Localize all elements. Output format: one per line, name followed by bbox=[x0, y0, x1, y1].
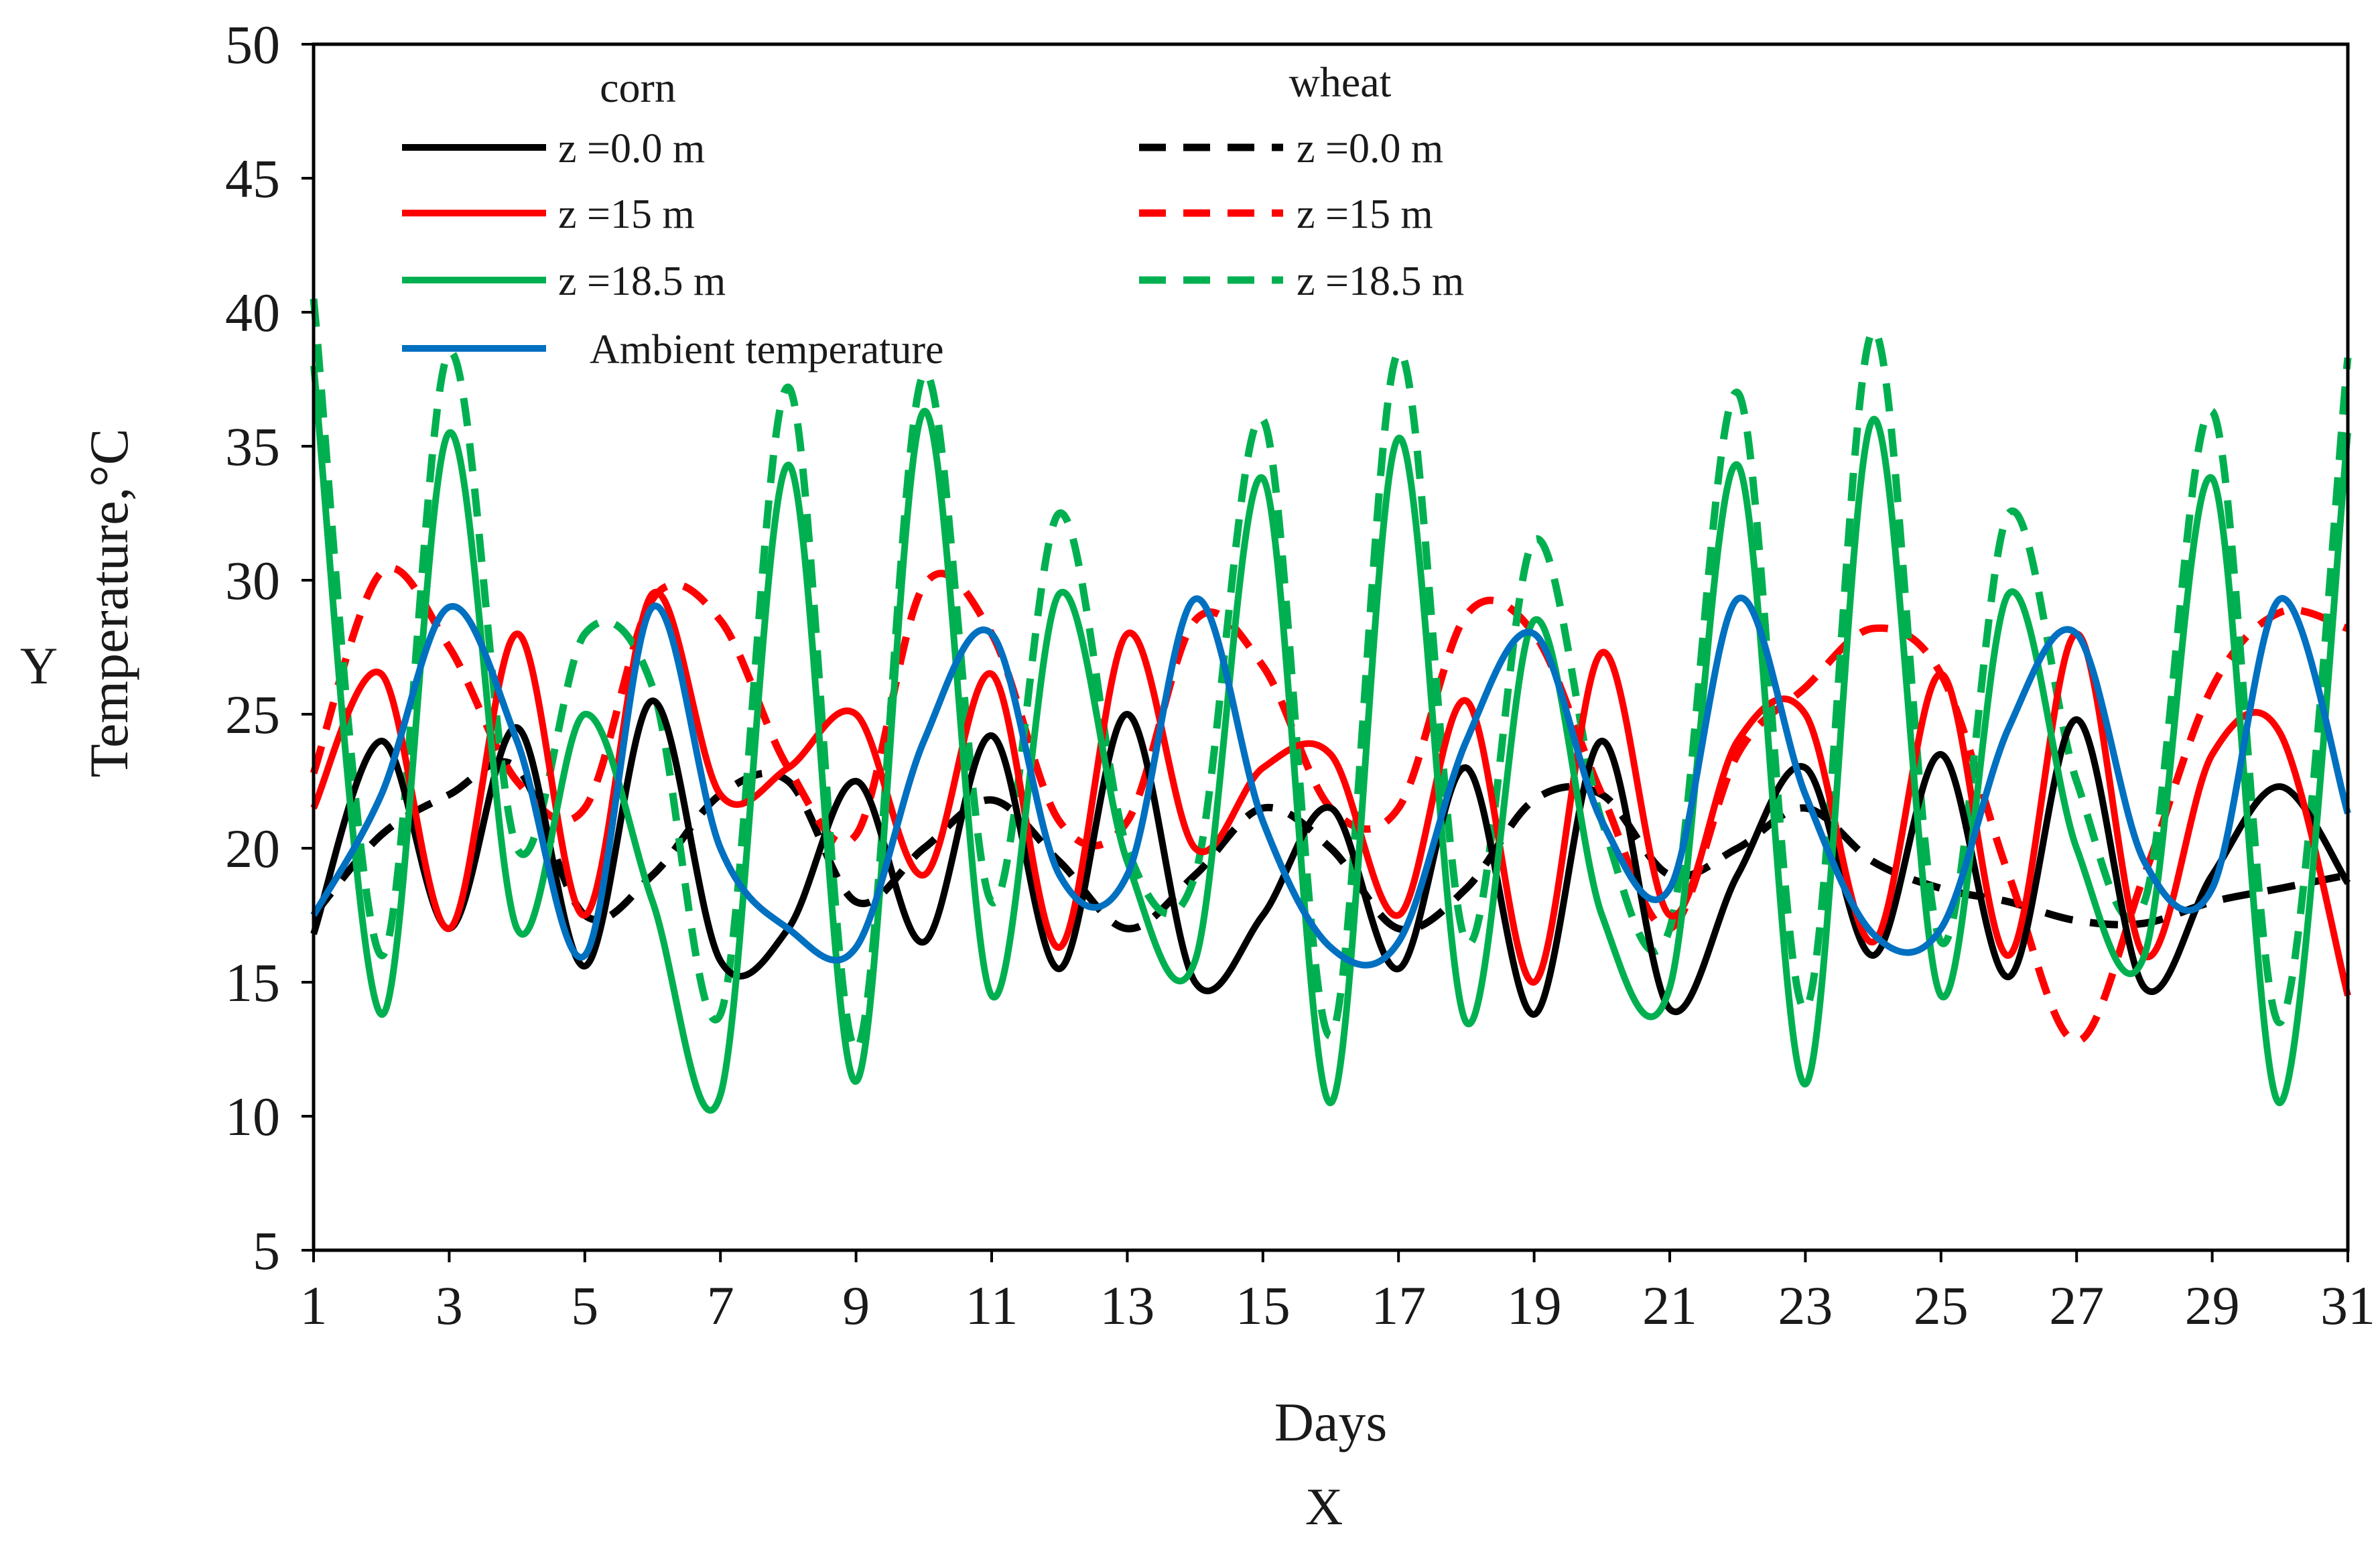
legend-label-corn-z-18-5-m: z =18.5 m bbox=[558, 259, 726, 304]
legend-label-wheat-z-0-0-m: z =0.0 m bbox=[1297, 126, 1443, 172]
series-line-corn-z-0-0-m bbox=[310, 697, 2351, 1018]
x-tick-label: 13 bbox=[1100, 1275, 1154, 1336]
legend-label-ambient-temperature: Ambient temperature bbox=[590, 327, 944, 373]
x-tick-label: 9 bbox=[842, 1275, 870, 1336]
x-tick-label: 23 bbox=[1778, 1275, 1833, 1336]
y-tick-label: 30 bbox=[225, 550, 280, 611]
y-tick-label: 45 bbox=[225, 148, 280, 209]
y-tick-label: 40 bbox=[225, 282, 280, 343]
y-tick-label: 5 bbox=[253, 1220, 280, 1281]
legend-group-corn: corn bbox=[600, 64, 676, 111]
x-tick-label: 21 bbox=[1642, 1275, 1697, 1336]
legend-label-corn-z-0-0-m: z =0.0 m bbox=[558, 126, 705, 172]
x-tick-label: 15 bbox=[1236, 1275, 1291, 1336]
x-tick-label: 31 bbox=[2320, 1275, 2375, 1336]
legend: corn wheat z =0.0 m z =15 m z =18.5 m z =0.0 … bbox=[402, 58, 1464, 373]
legend-label-wheat-z-18-5-m: z =18.5 m bbox=[1297, 259, 1464, 304]
series-layer bbox=[310, 298, 2352, 1114]
y-tick-label: 20 bbox=[225, 818, 280, 879]
plot-area-frame bbox=[312, 42, 2350, 1252]
x-axis-title: Days bbox=[1274, 1392, 1388, 1453]
y-axis-title: Temperature,°C bbox=[78, 428, 139, 777]
series-line-wheat-z-0-0-m bbox=[310, 758, 2349, 934]
y-tick-label: 15 bbox=[225, 952, 280, 1013]
x-tick-label: 25 bbox=[1914, 1275, 1969, 1336]
legend-label-corn-z-15-m: z =15 m bbox=[558, 192, 695, 237]
series-line-wheat-z-18-5-m bbox=[310, 298, 2352, 1053]
y-tick-label: 35 bbox=[225, 416, 280, 477]
series-line-ambient-temperature bbox=[310, 594, 2351, 969]
x-tick-label: 5 bbox=[571, 1275, 598, 1336]
x-tick-label: 19 bbox=[1507, 1275, 1562, 1336]
legend-label-wheat-z-15-m: z =15 m bbox=[1297, 192, 1433, 237]
x-tick-label: 27 bbox=[2049, 1275, 2104, 1336]
series-line-corn-z-18-5-m bbox=[310, 365, 2351, 1114]
axis-ticks: 1 3 5 7 9 11 13 15 17 19 21 23 25 27 29 315101520253035… bbox=[225, 14, 2375, 1336]
y-tick-label: 25 bbox=[225, 684, 280, 745]
x-tick-label: 7 bbox=[707, 1275, 734, 1336]
x-tick-label: 3 bbox=[436, 1275, 463, 1336]
y-axis-letter: Y bbox=[20, 636, 58, 695]
y-tick-label: 50 bbox=[225, 14, 280, 75]
y-tick-label: 10 bbox=[225, 1086, 280, 1147]
legend-group-wheat: wheat bbox=[1289, 58, 1392, 106]
x-tick-label: 29 bbox=[2185, 1275, 2240, 1336]
x-tick-label: 17 bbox=[1371, 1275, 1426, 1336]
x-tick-label: 1 bbox=[300, 1275, 328, 1336]
x-tick-label: 11 bbox=[966, 1275, 1018, 1336]
x-axis-letter: X bbox=[1305, 1477, 1343, 1536]
